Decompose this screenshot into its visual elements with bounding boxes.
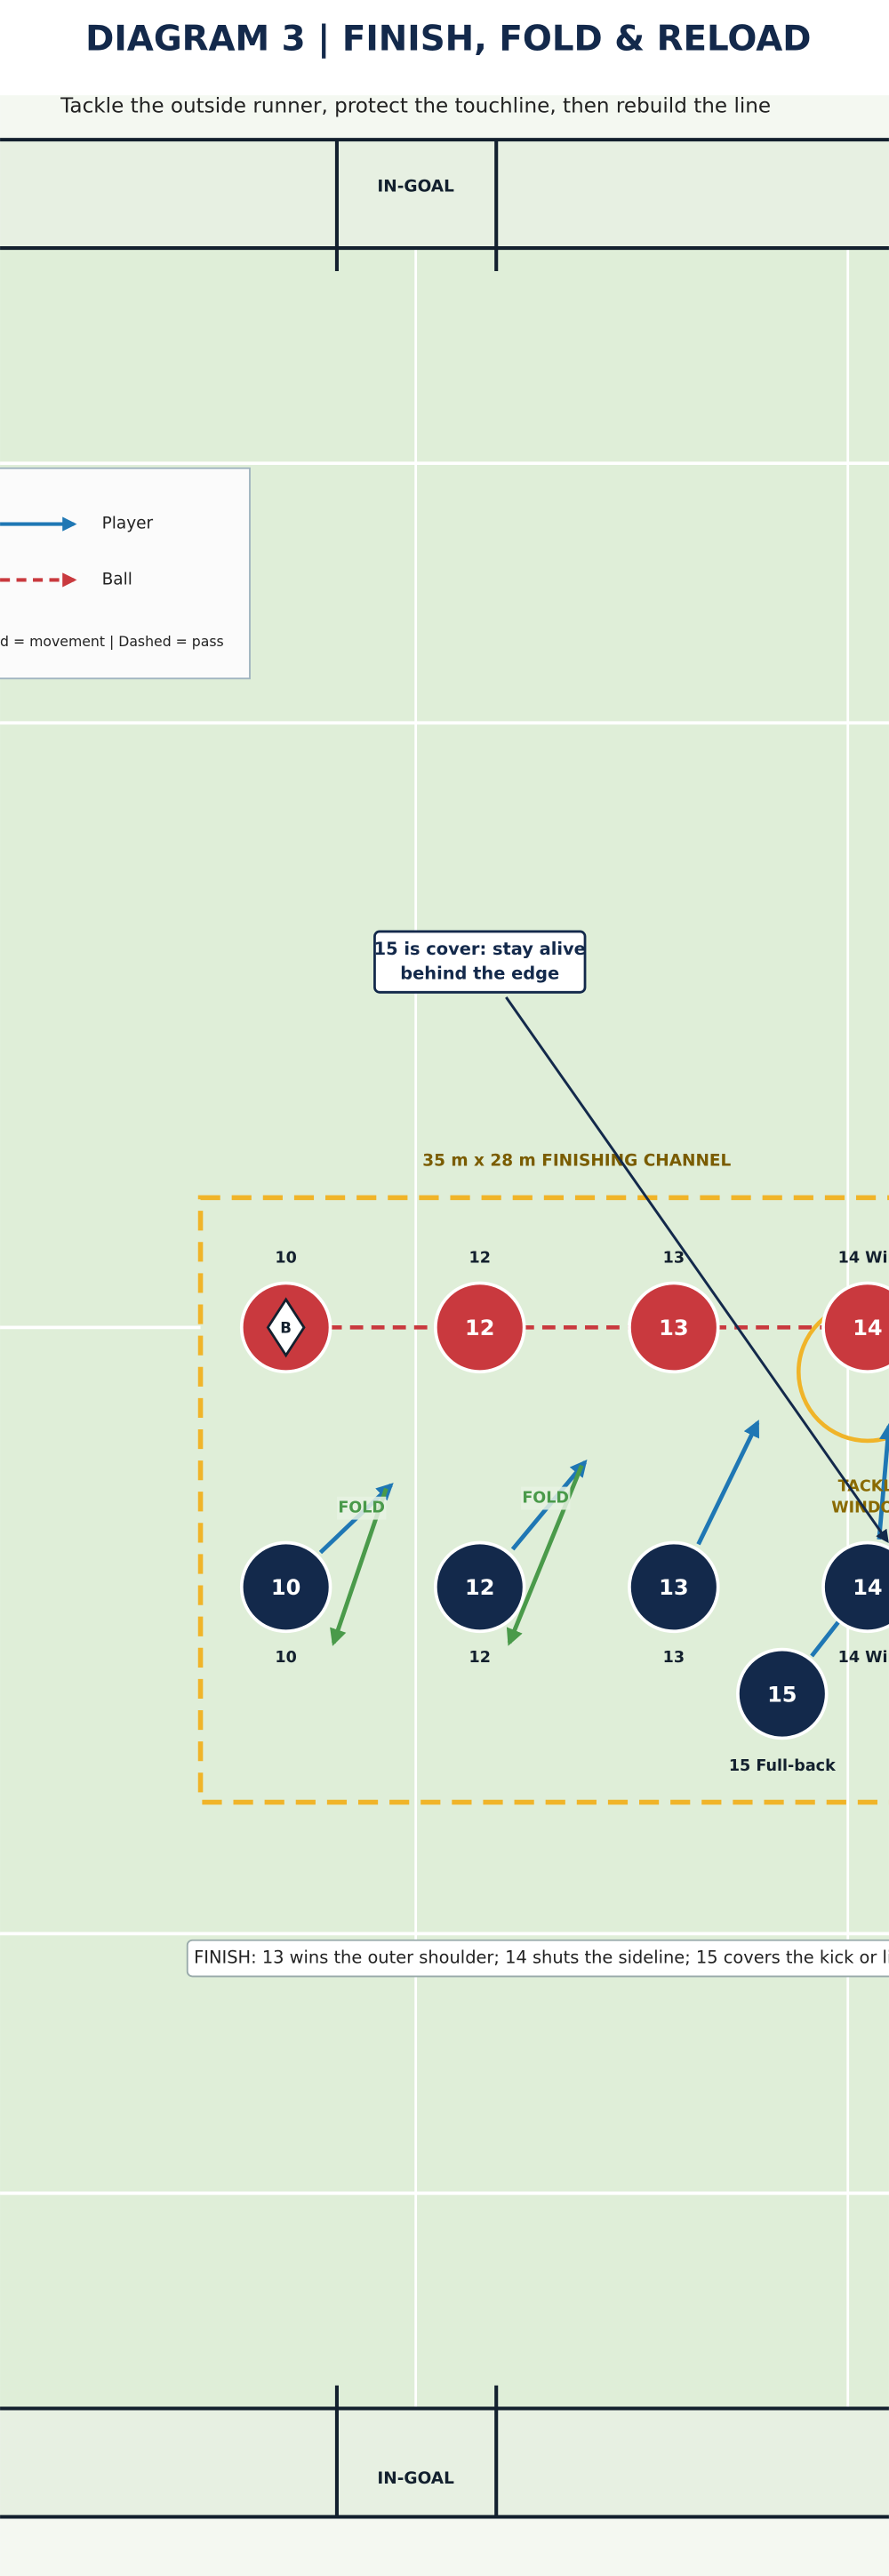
header-bg bbox=[0, 0, 889, 96]
attacker-label: 14 Win bbox=[838, 1250, 889, 1268]
defender bbox=[239, 1540, 332, 1634]
attacker bbox=[821, 1281, 889, 1374]
title: DIAGRAM 3 | FINISH, FOLD & RELOAD bbox=[85, 20, 811, 60]
in-goal-top bbox=[0, 140, 889, 249]
fold-label: FOLD bbox=[338, 1500, 385, 1517]
defender-marker: 13 bbox=[659, 1575, 688, 1600]
defender-label: 13 bbox=[663, 1649, 685, 1667]
defender-label: 15 Full-back bbox=[729, 1757, 836, 1775]
legend-note: d = movement | Dashed = pass bbox=[0, 633, 224, 650]
legend-player: Player bbox=[102, 515, 154, 533]
legend-box bbox=[0, 467, 251, 680]
defender bbox=[821, 1540, 889, 1634]
defender-label: 12 bbox=[469, 1649, 491, 1667]
subtitle: Tackle the outside runner, protect the t… bbox=[60, 95, 771, 118]
footer-bg bbox=[0, 2516, 889, 2576]
players: B 10 12 12 13 13 14 14 Win 10 10 12 12 13 13 14 14 Win 1… bbox=[239, 1250, 889, 1775]
fold-label-bg bbox=[520, 1486, 571, 1510]
in-goal-bottom bbox=[0, 2408, 889, 2517]
attacker-marker: 13 bbox=[659, 1316, 688, 1340]
defender-marker: 10 bbox=[271, 1575, 300, 1600]
callout-box bbox=[373, 930, 587, 994]
defender bbox=[628, 1540, 720, 1634]
legend-ball: Ball bbox=[102, 570, 132, 588]
defender-marker: 12 bbox=[465, 1575, 494, 1600]
attacker-label: 10 bbox=[275, 1250, 296, 1268]
defender-label: 10 bbox=[275, 1649, 296, 1667]
defender bbox=[433, 1540, 526, 1634]
channel-label: 35 m x 28 m FINISHING CHANNEL bbox=[422, 1152, 731, 1171]
finish-note-box bbox=[186, 1939, 889, 1978]
defender-label: 14 Win bbox=[838, 1649, 889, 1667]
finishing-channel bbox=[197, 1195, 889, 1805]
tackle-label: WINDO bbox=[831, 1500, 889, 1517]
tackle-label: TACKL bbox=[838, 1478, 889, 1496]
in-goal-label: IN-GOAL bbox=[377, 178, 454, 196]
in-goal-label: IN-GOAL bbox=[377, 2469, 454, 2488]
callout-leader bbox=[505, 996, 889, 1544]
fold-label: FOLD bbox=[522, 1490, 569, 1508]
attacker-marker: 14 bbox=[853, 1316, 882, 1340]
defender bbox=[736, 1647, 829, 1740]
ball-icon bbox=[266, 1297, 306, 1358]
callout-text: behind the edge bbox=[400, 963, 559, 983]
subtitle-bg bbox=[0, 95, 889, 140]
callout-text: 15 is cover: stay alive bbox=[374, 939, 586, 959]
defender-marker: 15 bbox=[767, 1682, 797, 1707]
attacker-label: 12 bbox=[469, 1250, 491, 1268]
goal-lines bbox=[0, 138, 889, 2519]
attacker bbox=[628, 1281, 720, 1374]
attacker-marker: B bbox=[280, 1320, 292, 1337]
attacker bbox=[433, 1281, 526, 1374]
fold-label-bg bbox=[336, 1496, 387, 1520]
defender-marker: 14 bbox=[853, 1575, 882, 1600]
finish-note: FINISH: 13 wins the outer shoulder; 14 s… bbox=[194, 1948, 889, 1968]
attacker-marker: 12 bbox=[465, 1316, 494, 1340]
attacker-label: 13 bbox=[663, 1250, 685, 1268]
